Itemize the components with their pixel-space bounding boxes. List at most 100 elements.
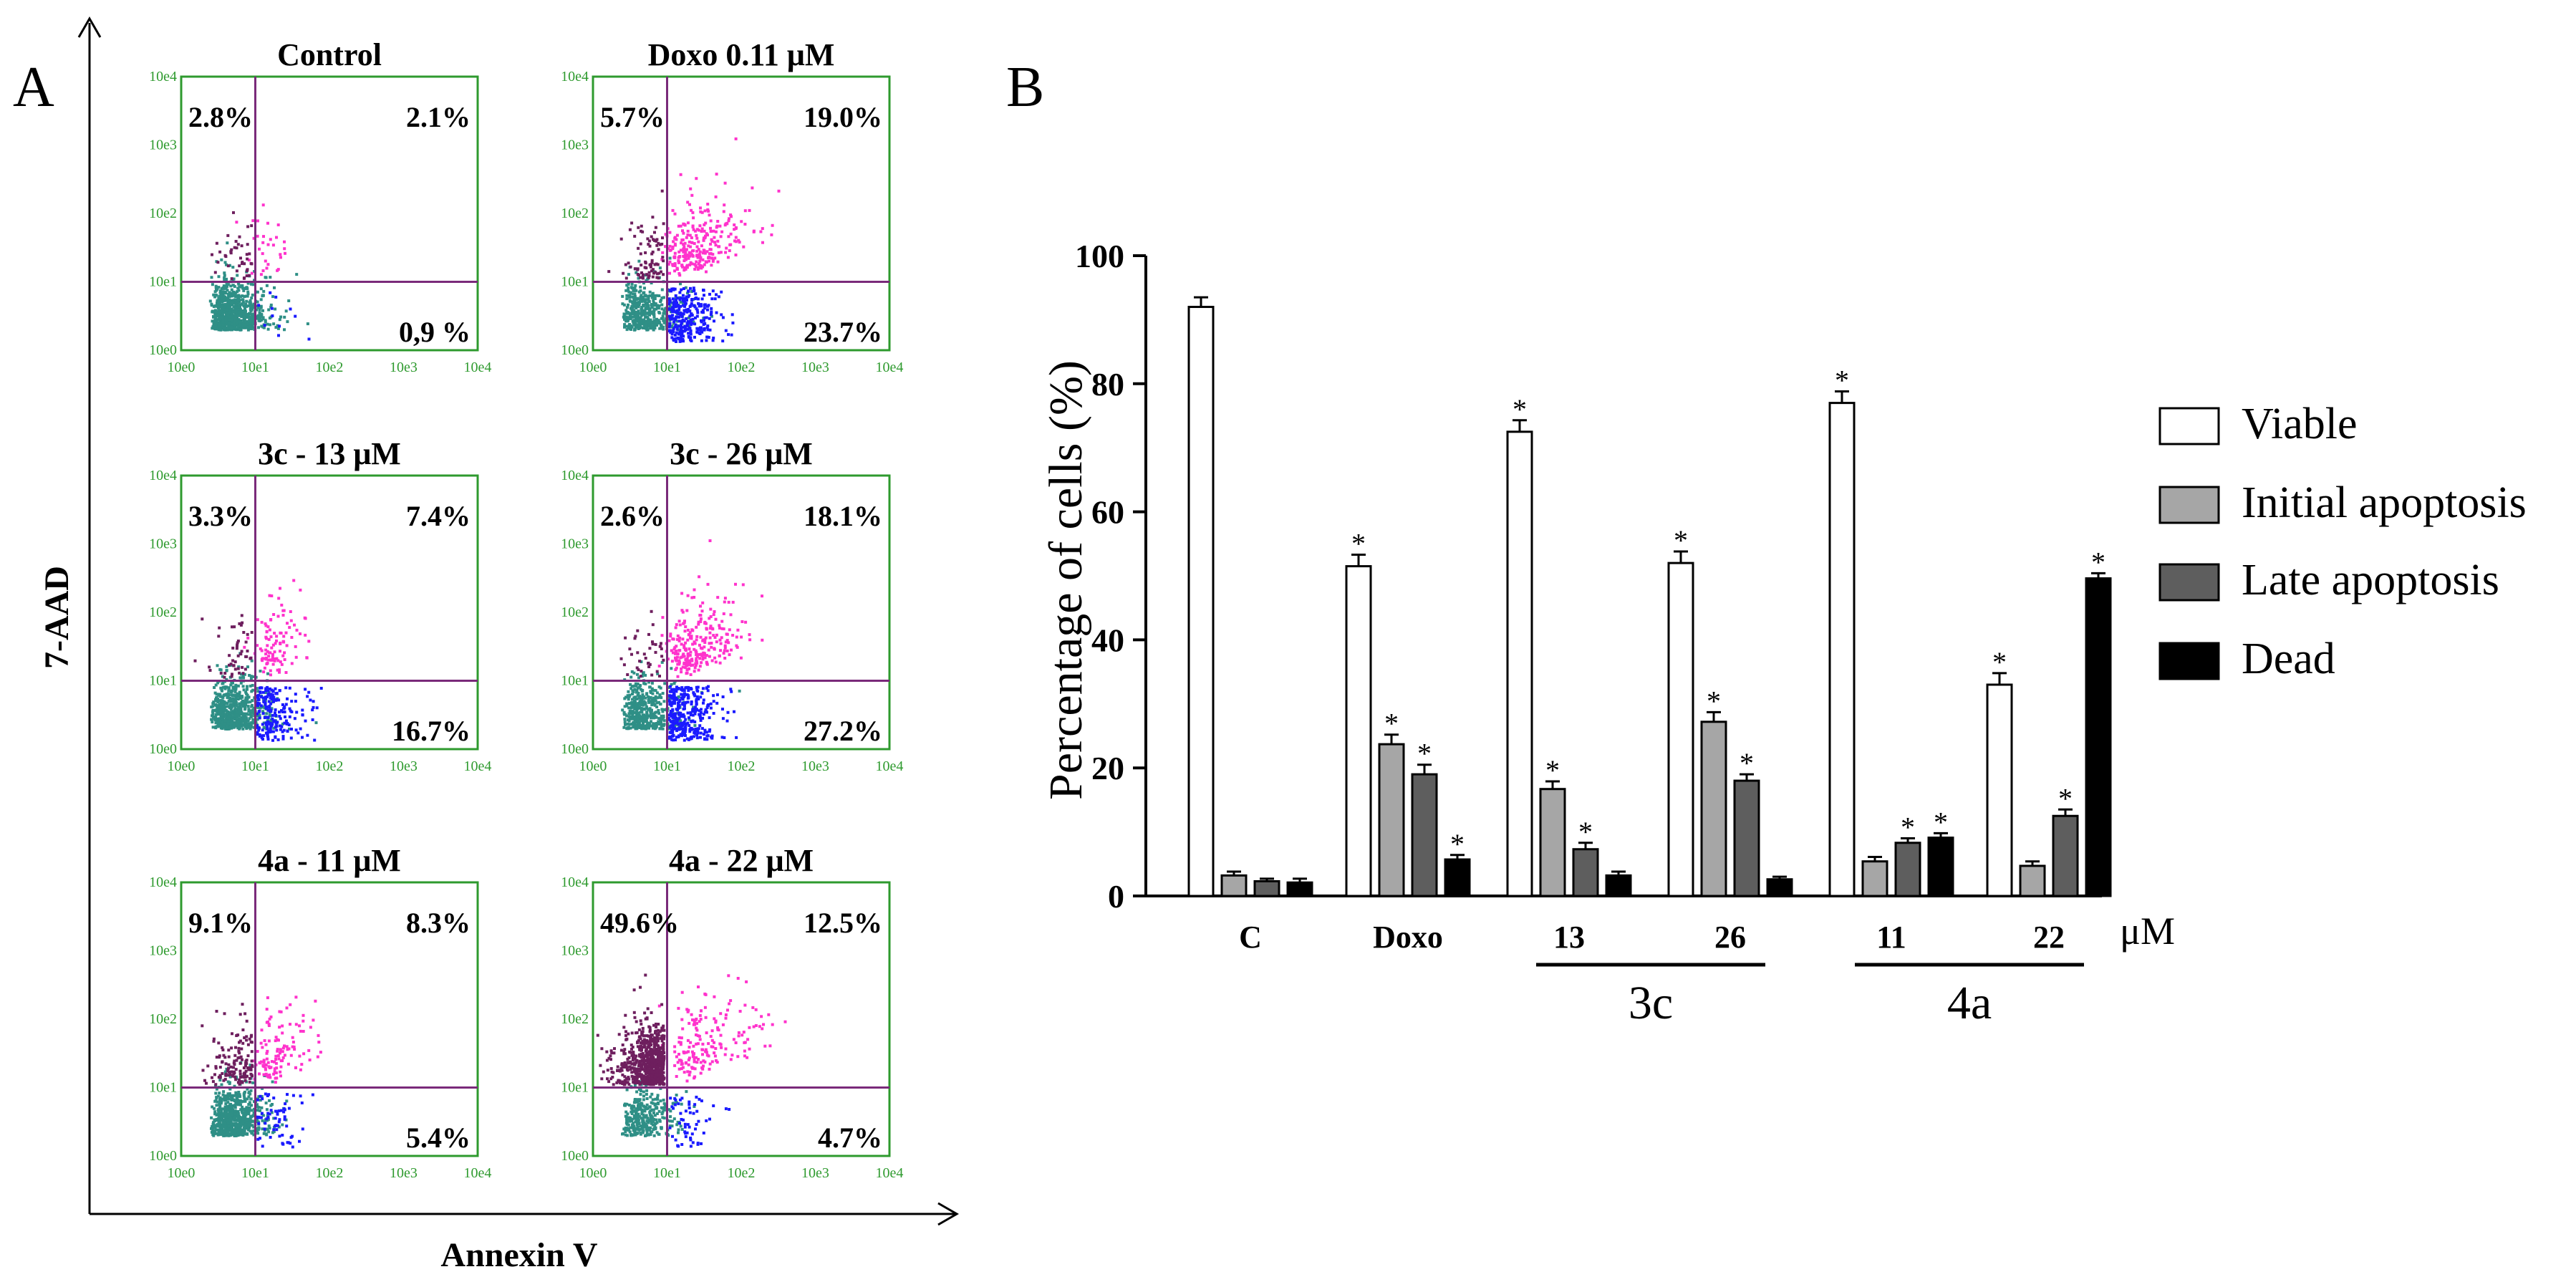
flow-dot bbox=[223, 1122, 227, 1125]
flow-dot bbox=[682, 222, 685, 226]
flow-dot bbox=[252, 326, 256, 329]
flow-dot bbox=[265, 689, 269, 693]
flow-dot bbox=[288, 686, 291, 690]
flow-dot bbox=[679, 312, 682, 315]
flow-dot bbox=[686, 662, 690, 665]
flow-dot bbox=[658, 322, 662, 325]
flow-dot bbox=[635, 289, 638, 292]
flow-dot bbox=[244, 640, 248, 644]
flow-dot bbox=[266, 685, 269, 689]
flow-dot bbox=[233, 298, 237, 302]
flow-dot bbox=[675, 327, 679, 331]
flow-dot bbox=[262, 734, 266, 738]
flow-dot bbox=[695, 307, 698, 311]
flow-dot bbox=[734, 137, 738, 140]
flow-dot bbox=[239, 1116, 243, 1119]
flow-dot bbox=[694, 649, 698, 652]
flow-dot bbox=[275, 236, 278, 239]
flow-dot bbox=[701, 258, 705, 261]
flow-dot bbox=[217, 709, 221, 713]
flow-dot bbox=[679, 324, 682, 328]
flow-dot bbox=[228, 264, 231, 267]
flow-dot bbox=[693, 596, 696, 599]
flow-dot bbox=[241, 1118, 245, 1122]
flow-dot bbox=[677, 256, 680, 259]
flow-dot bbox=[289, 307, 292, 311]
flow-dot bbox=[228, 318, 231, 322]
flow-dot bbox=[655, 317, 658, 321]
flow-dot bbox=[266, 221, 269, 225]
flow-dot bbox=[652, 699, 656, 703]
flow-dot bbox=[217, 321, 221, 324]
flow-dot bbox=[241, 1111, 244, 1114]
flow-dot bbox=[660, 242, 664, 246]
flow-dot bbox=[277, 334, 280, 337]
flow-dot bbox=[271, 295, 274, 299]
flow-dot bbox=[226, 728, 229, 731]
flow-dot bbox=[682, 245, 686, 249]
flow-dot bbox=[252, 304, 255, 308]
flow-dot bbox=[709, 230, 713, 233]
flow-dot bbox=[208, 299, 212, 303]
flow-dot bbox=[233, 625, 236, 629]
flow-dot bbox=[644, 321, 647, 324]
flow-dot bbox=[217, 1118, 221, 1122]
flow-dot bbox=[261, 316, 265, 319]
flow-dot bbox=[667, 699, 670, 703]
flow-x-tick: 10e0 bbox=[579, 360, 607, 375]
flow-dot bbox=[682, 259, 686, 262]
flow-dot bbox=[677, 259, 680, 263]
flow-dot bbox=[645, 324, 648, 327]
quadrant-upper-right-value: 2.1% bbox=[406, 101, 471, 133]
flow-dot bbox=[673, 302, 677, 305]
flow-dot bbox=[281, 1046, 285, 1050]
flow-dot bbox=[660, 325, 664, 329]
flow-dot bbox=[227, 1134, 231, 1137]
flow-dot bbox=[230, 299, 233, 302]
flow-dot bbox=[272, 695, 276, 699]
flow-dot bbox=[233, 667, 237, 671]
flow-dot bbox=[269, 714, 272, 718]
flow-dot bbox=[264, 652, 268, 656]
flow-dot bbox=[221, 319, 225, 322]
flow-dot bbox=[685, 248, 688, 251]
flow-dot bbox=[622, 303, 626, 307]
flow-dot bbox=[696, 731, 700, 735]
flow-dot bbox=[311, 1093, 314, 1096]
flow-dot bbox=[250, 271, 254, 275]
flow-dot bbox=[279, 587, 281, 590]
flow-dot bbox=[218, 1106, 222, 1109]
flow-dot bbox=[678, 330, 682, 334]
flow-dot bbox=[271, 693, 274, 697]
flow-dot bbox=[228, 725, 231, 728]
flow-dot bbox=[246, 225, 250, 228]
flow-dot bbox=[623, 720, 627, 724]
flow-dot bbox=[684, 625, 688, 629]
flow-dot bbox=[691, 211, 695, 214]
flow-dot bbox=[651, 275, 655, 279]
flow-dot bbox=[624, 636, 627, 640]
flow-dot bbox=[672, 240, 675, 244]
flow-dot bbox=[700, 320, 703, 324]
flow-dot bbox=[266, 327, 270, 331]
flow-dot bbox=[681, 693, 685, 697]
flow-dot bbox=[234, 683, 238, 687]
flow-dot bbox=[623, 697, 627, 700]
flow-dot bbox=[282, 1110, 286, 1114]
flow-dot bbox=[271, 643, 275, 647]
flow-dot bbox=[249, 675, 253, 678]
flow-dot bbox=[306, 695, 309, 698]
flow-dot bbox=[265, 284, 269, 287]
flow-dot bbox=[238, 671, 241, 675]
flow-dot bbox=[683, 620, 686, 623]
flow-dot bbox=[721, 339, 725, 343]
flow-dot bbox=[216, 305, 219, 308]
flow-dot bbox=[685, 737, 689, 741]
flow-dot bbox=[282, 728, 286, 732]
flow-dot bbox=[657, 665, 661, 667]
flow-dot bbox=[690, 737, 693, 741]
flow-dot bbox=[655, 239, 658, 243]
flow-dot bbox=[671, 715, 675, 719]
flow-dot bbox=[266, 658, 270, 662]
flow-dot bbox=[684, 728, 688, 731]
